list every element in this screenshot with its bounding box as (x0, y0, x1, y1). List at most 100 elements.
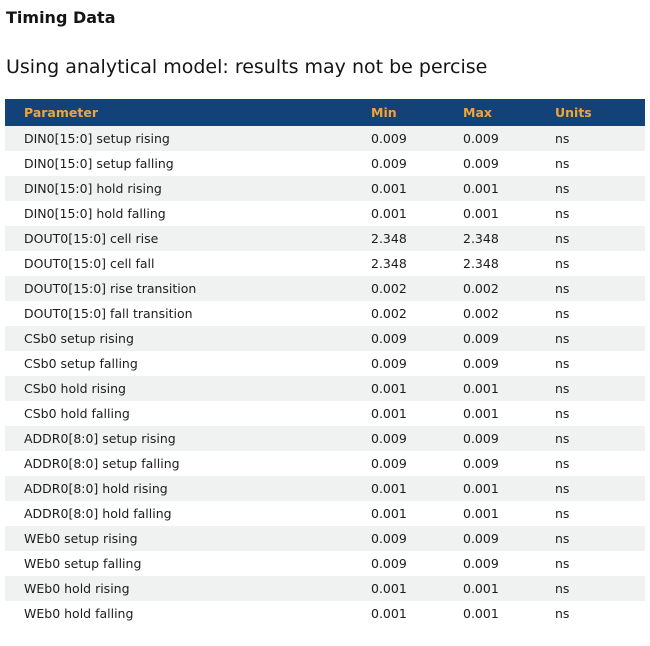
cell-units: ns (555, 181, 570, 196)
cell-parameter: DOUT0[15:0] rise transition (24, 281, 197, 296)
column-header-units: Units (536, 99, 645, 126)
cell-max: 0.009 (463, 331, 499, 346)
cell-units: ns (555, 356, 570, 371)
cell-units: ns (555, 581, 570, 596)
cell-max: 0.001 (463, 506, 499, 521)
cell-max: 0.001 (463, 606, 499, 621)
page-subtitle: Using analytical model: results may not … (6, 56, 488, 78)
table-row: DOUT0[15:0] fall transition 0.002 0.002 ns (5, 301, 645, 326)
cell-parameter: DOUT0[15:0] fall transition (24, 306, 193, 321)
cell-parameter: DIN0[15:0] setup rising (24, 131, 170, 146)
cell-min: 2.348 (371, 231, 407, 246)
cell-min: 2.348 (371, 256, 407, 271)
table-row: DIN0[15:0] hold rising 0.001 0.001 ns (5, 176, 645, 201)
table-row: CSb0 setup falling 0.009 0.009 ns (5, 351, 645, 376)
table-row: ADDR0[8:0] hold rising 0.001 0.001 ns (5, 476, 645, 501)
cell-min: 0.009 (371, 331, 407, 346)
table-header: Parameter Min Max Units (5, 99, 645, 126)
cell-units: ns (555, 606, 570, 621)
cell-max: 0.001 (463, 406, 499, 421)
cell-parameter: DIN0[15:0] setup falling (24, 156, 174, 171)
cell-max: 0.009 (463, 556, 499, 571)
table-row: WEb0 setup falling 0.009 0.009 ns (5, 551, 645, 576)
cell-parameter: DOUT0[15:0] cell rise (24, 231, 159, 246)
cell-min: 0.001 (371, 181, 407, 196)
cell-parameter: DIN0[15:0] hold rising (24, 181, 162, 196)
cell-max: 2.348 (463, 256, 499, 271)
cell-max: 0.001 (463, 206, 499, 221)
cell-min: 0.009 (371, 556, 407, 571)
cell-max: 0.009 (463, 356, 499, 371)
cell-units: ns (555, 556, 570, 571)
table-row: WEb0 hold falling 0.001 0.001 ns (5, 601, 645, 626)
cell-parameter: CSb0 setup falling (24, 356, 138, 371)
table-row: ADDR0[8:0] hold falling 0.001 0.001 ns (5, 501, 645, 526)
table-row: CSb0 setup rising 0.009 0.009 ns (5, 326, 645, 351)
cell-min: 0.001 (371, 481, 407, 496)
cell-max: 0.002 (463, 281, 499, 296)
cell-max: 0.009 (463, 156, 499, 171)
cell-max: 0.009 (463, 456, 499, 471)
cell-parameter: DIN0[15:0] hold falling (24, 206, 166, 221)
cell-max: 0.001 (463, 381, 499, 396)
cell-min: 0.009 (371, 531, 407, 546)
cell-units: ns (555, 156, 570, 171)
cell-parameter: WEb0 setup rising (24, 531, 138, 546)
cell-min: 0.009 (371, 356, 407, 371)
table-row: WEb0 hold rising 0.001 0.001 ns (5, 576, 645, 601)
cell-min: 0.001 (371, 506, 407, 521)
cell-units: ns (555, 456, 570, 471)
table-row: DIN0[15:0] setup rising 0.009 0.009 ns (5, 126, 645, 151)
column-header-min: Min (352, 99, 444, 126)
cell-min: 0.001 (371, 206, 407, 221)
cell-min: 0.009 (371, 431, 407, 446)
cell-parameter: ADDR0[8:0] hold rising (24, 481, 168, 496)
timing-table-body: DIN0[15:0] setup rising 0.009 0.009 ns DIN0[… (5, 126, 645, 626)
cell-parameter: ADDR0[8:0] setup rising (24, 431, 176, 446)
table-row: DOUT0[15:0] cell rise 2.348 2.348 ns (5, 226, 645, 251)
cell-min: 0.001 (371, 406, 407, 421)
cell-parameter: ADDR0[8:0] hold falling (24, 506, 172, 521)
cell-parameter: CSb0 hold rising (24, 381, 126, 396)
cell-parameter: CSb0 setup rising (24, 331, 134, 346)
table-row: ADDR0[8:0] setup falling 0.009 0.009 ns (5, 451, 645, 476)
cell-units: ns (555, 506, 570, 521)
cell-min: 0.002 (371, 281, 407, 296)
cell-min: 0.001 (371, 381, 407, 396)
table-row: CSb0 hold falling 0.001 0.001 ns (5, 401, 645, 426)
cell-max: 0.009 (463, 531, 499, 546)
timing-report-page: Timing Data Using analytical model: resu… (5, 8, 645, 626)
cell-parameter: WEb0 hold rising (24, 581, 130, 596)
cell-units: ns (555, 231, 570, 246)
table-row: DIN0[15:0] setup falling 0.009 0.009 ns (5, 151, 645, 176)
cell-min: 0.009 (371, 156, 407, 171)
cell-parameter: ADDR0[8:0] setup falling (24, 456, 180, 471)
cell-min: 0.009 (371, 456, 407, 471)
table-header-row: Parameter Min Max Units (5, 99, 645, 126)
cell-parameter: WEb0 hold falling (24, 606, 134, 621)
page-title: Timing Data (6, 8, 116, 27)
cell-max: 0.001 (463, 181, 499, 196)
cell-max: 0.009 (463, 131, 499, 146)
cell-units: ns (555, 206, 570, 221)
table-row: CSb0 hold rising 0.001 0.001 ns (5, 376, 645, 401)
table-row: DOUT0[15:0] cell fall 2.348 2.348 ns (5, 251, 645, 276)
cell-min: 0.009 (371, 131, 407, 146)
cell-min: 0.001 (371, 606, 407, 621)
cell-units: ns (555, 131, 570, 146)
table-row: DIN0[15:0] hold falling 0.001 0.001 ns (5, 201, 645, 226)
cell-max: 0.001 (463, 581, 499, 596)
table-row: ADDR0[8:0] setup rising 0.009 0.009 ns (5, 426, 645, 451)
table-row: WEb0 setup rising 0.009 0.009 ns (5, 526, 645, 551)
cell-units: ns (555, 331, 570, 346)
cell-parameter: WEb0 setup falling (24, 556, 142, 571)
cell-units: ns (555, 306, 570, 321)
cell-units: ns (555, 431, 570, 446)
cell-units: ns (555, 406, 570, 421)
timing-data-table: Parameter Min Max Units DIN0[15:0] setup… (5, 99, 645, 626)
cell-units: ns (555, 281, 570, 296)
cell-parameter: CSb0 hold falling (24, 406, 130, 421)
cell-min: 0.002 (371, 306, 407, 321)
cell-max: 0.002 (463, 306, 499, 321)
cell-units: ns (555, 381, 570, 396)
